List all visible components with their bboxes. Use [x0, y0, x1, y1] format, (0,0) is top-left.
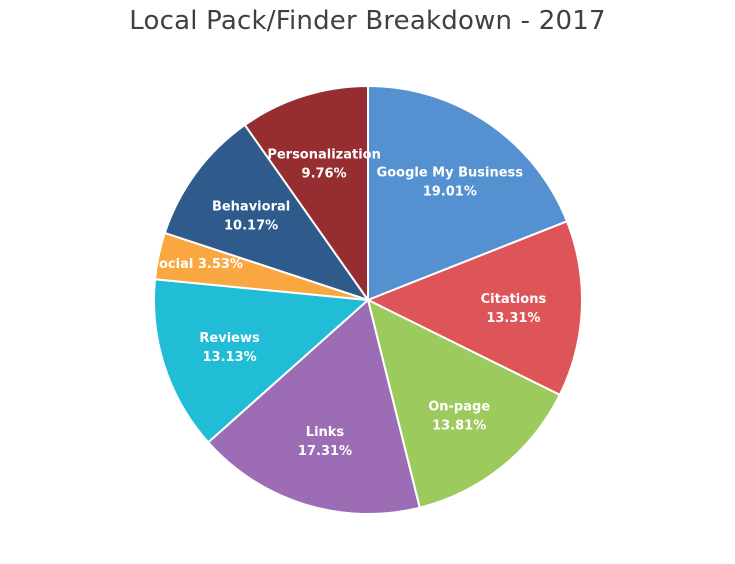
pie-slice-on-page	[366, 298, 562, 509]
pie-slice-behavioral	[163, 123, 371, 302]
slice-value-on-page: 13.81%	[432, 418, 486, 433]
slice-value: 3.53%	[193, 256, 243, 271]
chart-title: Local Pack/Finder Breakdown - 2017	[129, 6, 606, 36]
slice-value-behavioral: 10.17%	[224, 218, 278, 233]
slice-name-reviews: Reviews	[199, 331, 260, 346]
slice-value-reviews: 13.13%	[203, 350, 257, 365]
pie-slice-personalization	[243, 84, 369, 304]
slice-name-behavioral: Behavioral	[212, 199, 290, 214]
pie-slice-reviews	[153, 278, 371, 444]
pie-slice-citations	[365, 219, 583, 397]
slice-name-links: Links	[306, 425, 345, 440]
slice-value-google-my-business: 19.01%	[423, 185, 477, 200]
slice-name-personalization: Personalization	[267, 147, 381, 162]
slice-value-personalization: 9.76%	[302, 166, 347, 181]
slice-name-google-my-business: Google My Business	[377, 166, 524, 181]
pie-labels: Google My Business 19.01% Citations 13.31% O…	[150, 147, 547, 459]
slice-label-social: Social 3.53%	[150, 256, 243, 271]
pie-slice-google-my-business	[367, 84, 569, 302]
pie-slice-links	[206, 298, 421, 515]
slice-value-citations: 13.31%	[486, 311, 540, 326]
slice-value-links: 17.31%	[298, 444, 352, 459]
slice-name-citations: Citations	[481, 292, 547, 307]
slice-name: Social	[150, 256, 194, 271]
slice-name-on-page: On-page	[428, 399, 490, 414]
pie-slices	[153, 84, 583, 515]
